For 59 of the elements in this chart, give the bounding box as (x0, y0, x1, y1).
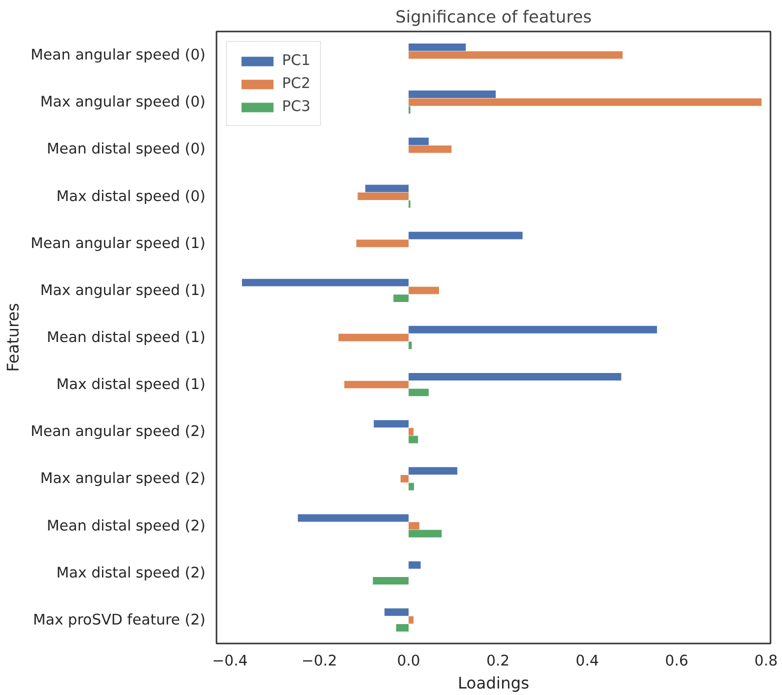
bar (393, 294, 409, 302)
bar (408, 428, 414, 436)
legend-label: PC2 (282, 75, 310, 92)
y-tick-label: Max angular speed (1) (40, 282, 206, 299)
y-tick-label: Max distal speed (2) (56, 564, 206, 582)
bar (358, 192, 409, 200)
bar (408, 90, 496, 98)
bar (408, 51, 623, 59)
bar (408, 561, 421, 569)
y-tick-label: Mean distal speed (0) (46, 140, 206, 158)
legend-label: PC3 (282, 98, 310, 115)
bar (408, 145, 452, 153)
bar (242, 278, 409, 286)
bar (408, 616, 414, 624)
y-tick-label: Max proSVD feature (2) (32, 611, 206, 628)
bar (396, 624, 409, 632)
bar (408, 530, 442, 538)
bar (408, 522, 420, 530)
bar (408, 138, 429, 146)
x-tick-label: 0.0 (396, 652, 420, 670)
x-tick-label: 0.6 (665, 652, 688, 670)
y-tick-label: Max angular speed (2) (40, 470, 206, 488)
y-tick-label: Mean angular speed (2) (30, 423, 206, 440)
bar (356, 240, 409, 248)
bar (344, 380, 409, 388)
bar (374, 420, 409, 428)
x-tick-label: −0.4 (212, 652, 248, 670)
bar (408, 342, 412, 350)
x-tick-label: 0.2 (486, 652, 510, 670)
bar (384, 608, 409, 616)
y-tick-label: Max distal speed (0) (56, 188, 206, 205)
x-tick-label: 0.8 (754, 652, 778, 670)
x-tick-label: 0.4 (576, 652, 599, 670)
bar (338, 334, 409, 342)
y-tick-label: Mean distal speed (1) (46, 329, 206, 346)
bar (408, 482, 414, 490)
bar (408, 467, 458, 475)
y-tick-label: Mean distal speed (2) (46, 517, 206, 534)
bar (408, 43, 466, 51)
y-tick-label: Max angular speed (0) (40, 94, 206, 111)
bar (408, 286, 439, 294)
bar (408, 388, 429, 396)
y-tick-label: Mean angular speed (0) (30, 46, 206, 64)
bar (400, 475, 409, 482)
y-tick-label: Max distal speed (1) (56, 376, 206, 394)
x-tick-label: −0.2 (301, 652, 338, 670)
bar (298, 514, 409, 522)
bar (408, 436, 418, 444)
y-axis-title: Features (4, 303, 23, 372)
bar (365, 184, 409, 192)
bar (372, 577, 409, 584)
bar (408, 98, 762, 106)
chart-title: Significance of features (395, 8, 592, 26)
y-tick-label: Mean angular speed (1) (30, 234, 206, 252)
bar (408, 326, 658, 334)
x-axis-title: Loadings (458, 674, 530, 692)
bar (408, 232, 523, 240)
legend-label: PC1 (282, 52, 310, 69)
bar (408, 373, 622, 380)
